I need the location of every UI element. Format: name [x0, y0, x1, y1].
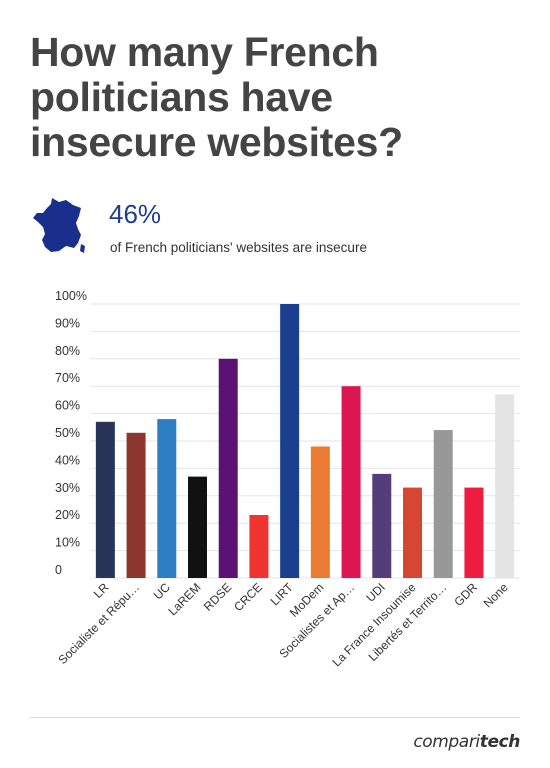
bar	[95, 421, 115, 578]
brand-part: tech	[479, 732, 521, 752]
y-tick-label: 60%	[55, 399, 80, 413]
brand-part: compari	[413, 732, 480, 752]
bar	[341, 386, 361, 578]
france-map-icon	[33, 198, 85, 253]
y-tick-label: 80%	[55, 344, 80, 358]
y-tick-label: 70%	[55, 371, 80, 385]
x-tick-label: CRCE	[231, 580, 265, 614]
y-tick-label: 100%	[55, 289, 87, 303]
bar	[433, 430, 453, 578]
y-tick-label: 0	[55, 563, 62, 577]
title-line: politicians have	[30, 74, 333, 120]
stat-caption: of French politicians' websites are inse…	[110, 240, 367, 255]
brand-logo: comparitech	[413, 732, 520, 752]
x-tick-label: RDSE	[201, 580, 234, 613]
x-tick-label: GDR	[451, 580, 480, 609]
y-tick-label: 40%	[55, 453, 80, 467]
y-tick-label: 30%	[55, 481, 80, 495]
bar	[495, 394, 515, 578]
bar	[403, 487, 422, 578]
y-tick-label: 20%	[55, 508, 80, 522]
x-tick-label: None	[481, 580, 511, 610]
bar	[310, 446, 330, 578]
x-tick-label: LR	[91, 580, 112, 601]
y-tick-label: 50%	[55, 426, 80, 440]
bar	[249, 514, 269, 578]
page-title: How many French politicians have insecur…	[30, 30, 530, 165]
y-tick-label: 10%	[55, 536, 80, 550]
footer-divider	[30, 717, 520, 718]
title-line: insecure websites?	[30, 119, 403, 165]
x-tick-label: UC	[151, 580, 173, 602]
bar	[126, 432, 146, 578]
title-line: How many French	[30, 29, 379, 75]
bar	[157, 419, 177, 578]
bar-chart: 010%20%30%40%50%60%70%80%90%100%LRSocial…	[55, 289, 520, 669]
y-tick-label: 90%	[55, 316, 80, 330]
bar	[372, 473, 392, 578]
x-tick-label: UDI	[363, 580, 388, 605]
bar	[218, 358, 238, 578]
x-tick-label: LaREM	[165, 580, 203, 618]
bar	[188, 476, 207, 578]
bar	[280, 304, 300, 578]
bar	[464, 487, 484, 578]
stat-value: 46%	[109, 199, 162, 229]
